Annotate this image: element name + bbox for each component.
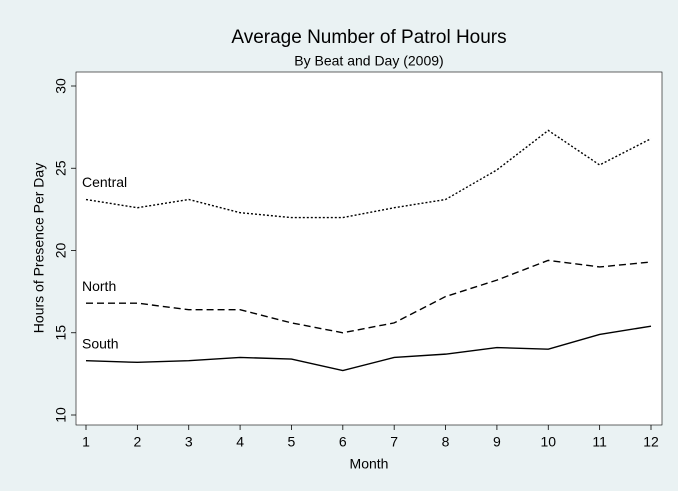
line-series — [86, 259, 652, 334]
x-tick-label: 2 — [133, 434, 141, 450]
chart-subtitle: By Beat and Day (2009) — [294, 53, 443, 69]
x-tick-label: 3 — [185, 434, 193, 450]
series-label: Central — [82, 174, 127, 190]
x-tick-label: 6 — [339, 434, 347, 450]
x-tick-label: 12 — [643, 434, 659, 450]
x-tick-label: 1 — [82, 434, 90, 450]
x-tick-label: 4 — [236, 434, 244, 450]
x-tick-label: 7 — [390, 434, 398, 450]
y-tick-label: 25 — [53, 160, 69, 176]
x-tick-label: 8 — [442, 434, 450, 450]
plot-area — [75, 71, 663, 426]
x-tick-label: 5 — [288, 434, 296, 450]
x-tick-label: 11 — [592, 434, 607, 450]
y-tick-label: 30 — [53, 78, 69, 94]
y-tick-label: 20 — [53, 243, 69, 259]
line-series — [85, 325, 652, 372]
x-axis-title: Month — [350, 456, 389, 472]
y-tick-label: 15 — [53, 325, 69, 341]
y-axis-title: Hours of Presence Per Day — [31, 163, 47, 333]
chart-title: Average Number of Patrol Hours — [231, 27, 506, 48]
series-label: South — [82, 335, 119, 351]
x-tick-label: 10 — [540, 434, 556, 450]
series-label: North — [82, 278, 116, 294]
x-tick-label: 9 — [493, 434, 501, 450]
y-tick-label: 10 — [53, 407, 69, 423]
